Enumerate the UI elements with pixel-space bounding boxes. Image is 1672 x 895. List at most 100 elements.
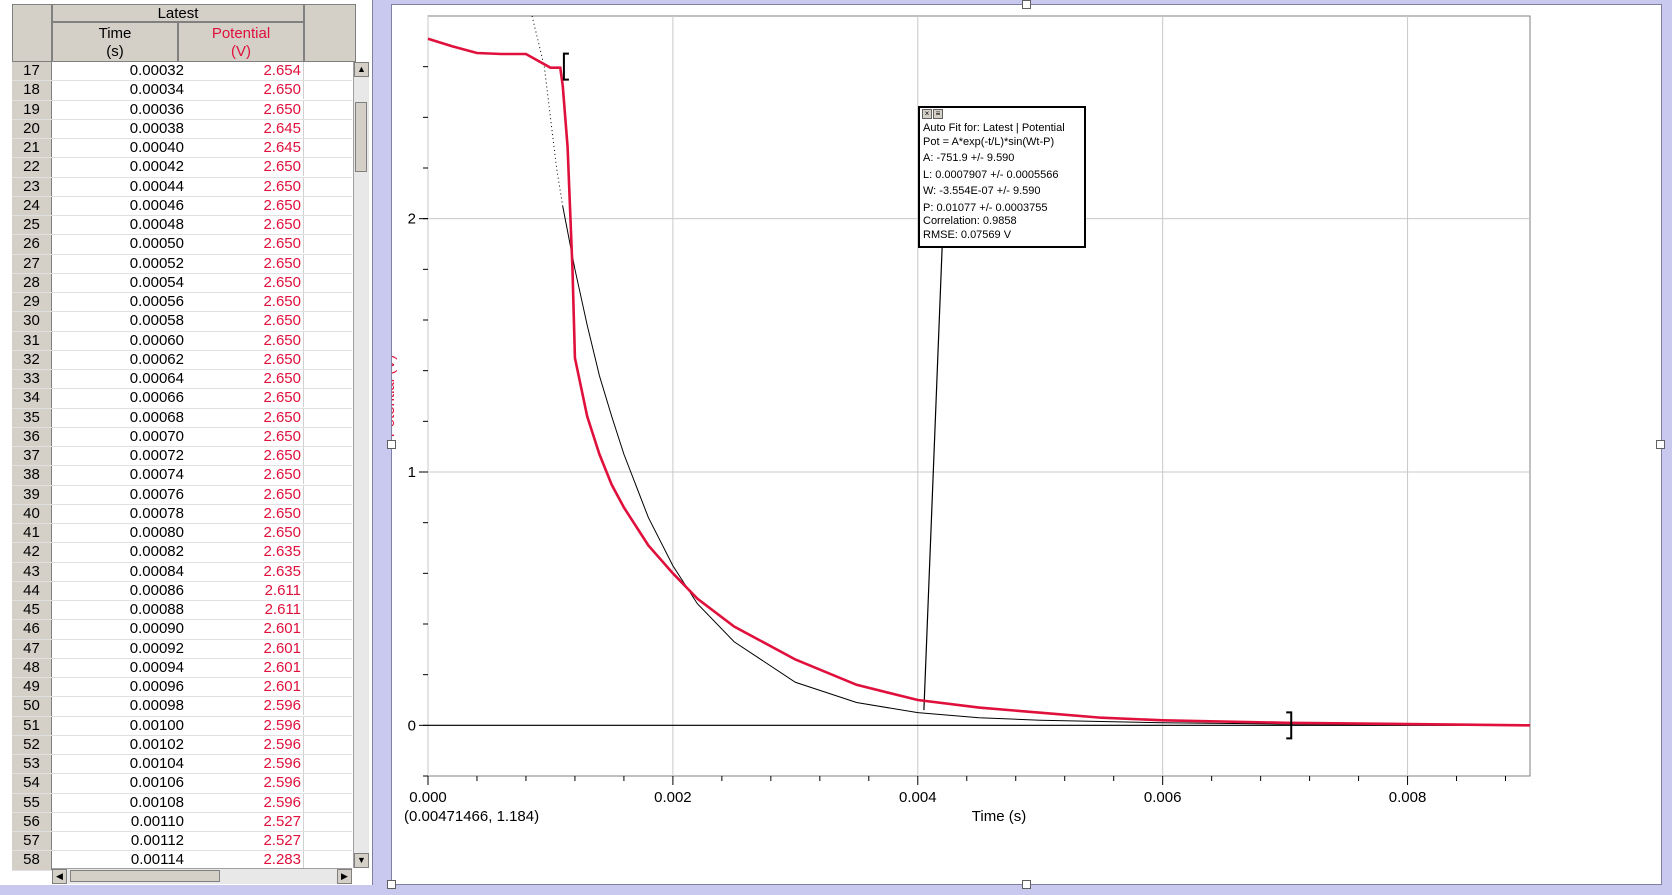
- row-number[interactable]: 54: [12, 774, 52, 793]
- time-cell[interactable]: 0.00046: [129, 196, 184, 214]
- row-number[interactable]: 20: [12, 119, 52, 138]
- row-number[interactable]: 28: [12, 273, 52, 292]
- time-column-header[interactable]: Time (s): [52, 22, 178, 62]
- potential-cell[interactable]: 2.650: [184, 177, 304, 196]
- potential-cell[interactable]: 2.650: [184, 196, 304, 215]
- table-row[interactable]: 25 0.00048 2.650: [12, 216, 352, 236]
- time-cell[interactable]: 0.00042: [129, 158, 184, 176]
- table-row[interactable]: 51 0.00100 2.596: [12, 716, 352, 736]
- scroll-right-arrow-icon[interactable]: ▶: [337, 869, 352, 884]
- table-row[interactable]: 32 0.00062 2.650: [12, 350, 352, 370]
- potential-cell[interactable]: 2.650: [184, 293, 304, 311]
- time-cell[interactable]: 0.00112: [130, 832, 184, 849]
- time-cell[interactable]: 0.00032: [129, 62, 184, 79]
- time-cell[interactable]: 0.00050: [129, 235, 184, 253]
- time-cell[interactable]: 0.00044: [129, 177, 184, 195]
- potential-cell[interactable]: 2.650: [184, 331, 304, 350]
- time-cell[interactable]: 0.00054: [129, 273, 184, 291]
- row-number[interactable]: 47: [12, 639, 52, 658]
- row-number[interactable]: 25: [12, 216, 52, 235]
- row-number[interactable]: 43: [12, 562, 52, 581]
- table-row[interactable]: 37 0.00072 2.650: [12, 447, 352, 467]
- table-horizontal-scrollbar[interactable]: ◀ ▶: [52, 868, 352, 884]
- table-row[interactable]: 52 0.00102 2.596: [12, 735, 352, 755]
- time-cell[interactable]: 0.00092: [129, 639, 184, 657]
- potential-cell[interactable]: 2.650: [184, 235, 304, 254]
- horizontal-scroll-thumb[interactable]: [70, 870, 220, 882]
- potential-cell[interactable]: 2.650: [184, 312, 304, 331]
- potential-cell[interactable]: 2.650: [184, 504, 304, 523]
- potential-cell[interactable]: 2.650: [184, 524, 304, 542]
- row-number[interactable]: 51: [12, 716, 52, 735]
- scroll-up-arrow-icon[interactable]: ▲: [354, 62, 369, 77]
- time-cell[interactable]: 0.00064: [129, 370, 184, 387]
- row-number[interactable]: 55: [12, 793, 52, 812]
- row-number[interactable]: 46: [12, 620, 52, 639]
- row-number[interactable]: 19: [12, 100, 52, 119]
- potential-cell[interactable]: 2.527: [184, 832, 304, 850]
- table-row[interactable]: 17 0.00032 2.654: [12, 62, 352, 82]
- potential-cell[interactable]: 2.650: [184, 447, 304, 465]
- table-row[interactable]: 54 0.00106 2.596: [12, 774, 352, 794]
- table-row[interactable]: 46 0.00090 2.601: [12, 620, 352, 640]
- potential-cell[interactable]: 2.650: [184, 158, 304, 177]
- potential-cell[interactable]: 2.601: [184, 639, 304, 658]
- time-cell[interactable]: 0.00070: [129, 427, 184, 445]
- row-number[interactable]: 41: [12, 524, 52, 543]
- table-row[interactable]: 40 0.00078 2.650: [12, 504, 352, 524]
- potential-cell[interactable]: 2.650: [184, 254, 304, 273]
- potential-cell[interactable]: 2.645: [184, 119, 304, 138]
- row-number[interactable]: 53: [12, 755, 52, 774]
- row-number[interactable]: 50: [12, 697, 52, 716]
- row-number[interactable]: 57: [12, 832, 52, 851]
- potential-cell[interactable]: 2.527: [184, 812, 304, 831]
- table-row[interactable]: 36 0.00070 2.650: [12, 427, 352, 447]
- time-cell[interactable]: 0.00090: [129, 620, 184, 638]
- table-row[interactable]: 18 0.00034 2.650: [12, 81, 352, 101]
- time-cell[interactable]: 0.00040: [129, 139, 184, 156]
- table-row[interactable]: 57 0.00112 2.527: [12, 832, 352, 852]
- row-number[interactable]: 49: [12, 678, 52, 697]
- table-row[interactable]: 47 0.00092 2.601: [12, 639, 352, 659]
- potential-cell[interactable]: 2.596: [184, 697, 304, 716]
- time-cell[interactable]: 0.00058: [129, 312, 184, 330]
- potential-cell[interactable]: 2.596: [184, 793, 304, 812]
- table-row[interactable]: 53 0.00104 2.596: [12, 755, 352, 775]
- table-row[interactable]: 42 0.00082 2.635: [12, 543, 352, 563]
- table-row[interactable]: 23 0.00044 2.650: [12, 177, 352, 197]
- time-cell[interactable]: 0.00082: [129, 543, 184, 561]
- time-cell[interactable]: 0.00056: [129, 293, 184, 310]
- time-cell[interactable]: 0.00034: [129, 81, 184, 99]
- table-row[interactable]: 21 0.00040 2.645: [12, 139, 352, 159]
- time-cell[interactable]: 0.00100: [129, 716, 184, 734]
- table-row[interactable]: 22 0.00042 2.650: [12, 158, 352, 178]
- row-number[interactable]: 36: [12, 427, 52, 446]
- time-cell[interactable]: 0.00104: [129, 755, 184, 772]
- time-cell[interactable]: 0.00038: [129, 119, 184, 137]
- table-row[interactable]: 41 0.00080 2.650: [12, 524, 352, 544]
- time-cell[interactable]: 0.00076: [129, 485, 184, 503]
- potential-cell[interactable]: 2.596: [184, 755, 304, 773]
- row-number[interactable]: 56: [12, 812, 52, 831]
- table-row[interactable]: 33 0.00064 2.650: [12, 370, 352, 390]
- row-number[interactable]: 23: [12, 177, 52, 196]
- table-row[interactable]: 55 0.00108 2.596: [12, 793, 352, 813]
- potential-cell[interactable]: 2.650: [184, 408, 304, 427]
- row-number[interactable]: 26: [12, 235, 52, 254]
- potential-cell[interactable]: 2.654: [184, 62, 304, 80]
- row-number[interactable]: 58: [12, 851, 52, 870]
- potential-column-header[interactable]: Potential (V): [178, 22, 304, 62]
- row-number[interactable]: 35: [12, 408, 52, 427]
- table-row[interactable]: 38 0.00074 2.650: [12, 466, 352, 486]
- time-cell[interactable]: 0.00072: [129, 447, 184, 464]
- row-number[interactable]: 18: [12, 81, 52, 100]
- time-cell[interactable]: 0.00094: [129, 658, 184, 676]
- potential-cell[interactable]: 2.650: [184, 466, 304, 485]
- time-cell[interactable]: 0.00052: [129, 254, 184, 272]
- scroll-down-arrow-icon[interactable]: ▼: [354, 853, 369, 868]
- table-row[interactable]: 39 0.00076 2.650: [12, 485, 352, 505]
- time-cell[interactable]: 0.00086: [129, 581, 184, 599]
- table-row[interactable]: 35 0.00068 2.650: [12, 408, 352, 428]
- potential-cell[interactable]: 2.650: [184, 427, 304, 446]
- row-number[interactable]: 29: [12, 293, 52, 312]
